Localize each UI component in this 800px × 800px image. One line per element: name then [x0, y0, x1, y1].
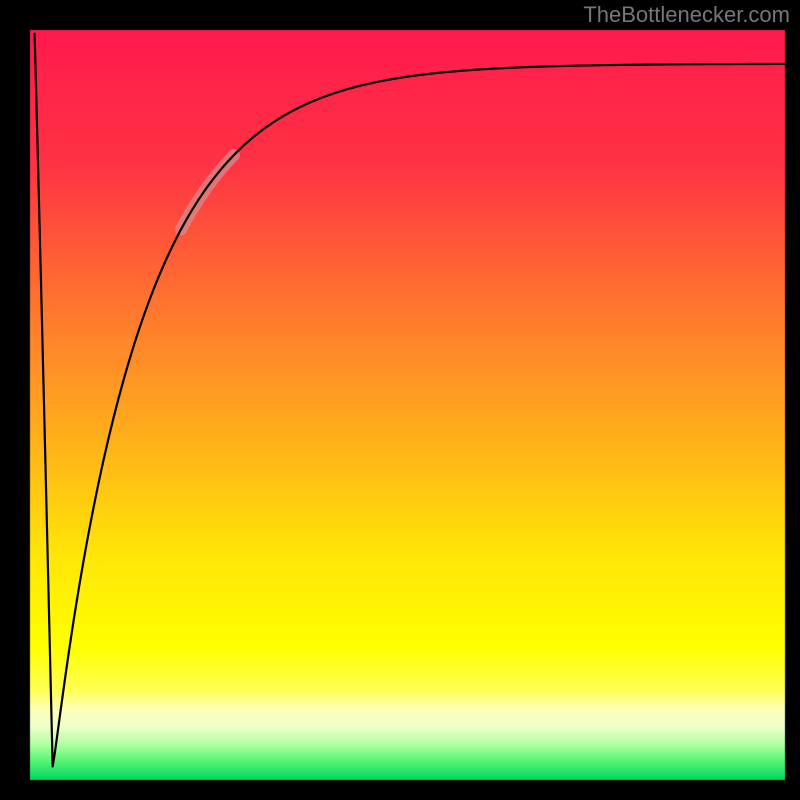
bottleneck-curve [35, 34, 785, 767]
highlight-segment [181, 155, 234, 229]
chart-container: TheBottlenecker.com [0, 0, 800, 800]
watermark-text: TheBottlenecker.com [583, 2, 790, 28]
curve-overlay [0, 0, 800, 800]
